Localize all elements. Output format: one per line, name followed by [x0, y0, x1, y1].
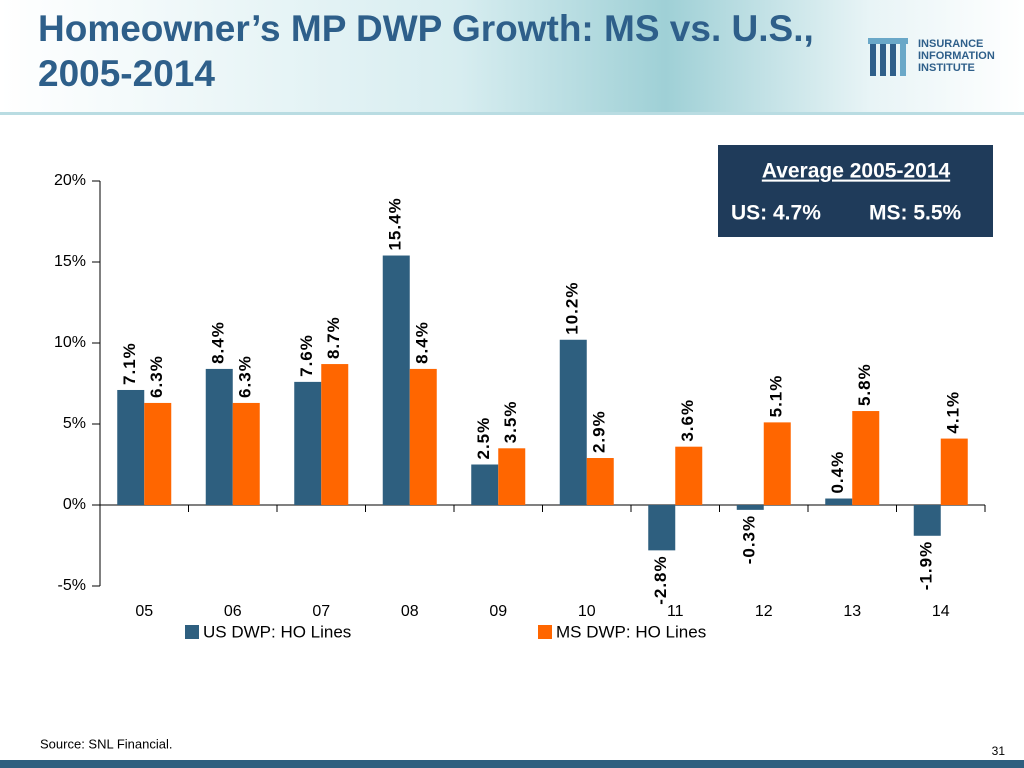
- bar: [232, 402, 260, 505]
- x-tick-label: 10: [578, 603, 596, 620]
- bottom-bar: [0, 760, 1024, 768]
- x-tick-label: 07: [312, 603, 330, 620]
- value-label: 2.9%: [590, 410, 609, 453]
- legend-label: MS DWP: HO Lines: [556, 622, 706, 641]
- x-tick-label: 05: [135, 603, 153, 620]
- bar: [586, 458, 614, 505]
- value-label: -2.8%: [651, 555, 670, 604]
- bar: [382, 255, 410, 505]
- bar: [117, 389, 145, 505]
- bar: [498, 448, 526, 505]
- x-tick-label: 08: [401, 603, 419, 620]
- average-us: US: 4.7%: [731, 202, 821, 225]
- bar: [559, 339, 587, 505]
- value-label: 0.4%: [828, 451, 847, 494]
- value-label: 3.5%: [501, 401, 520, 444]
- logo-text: INSURANCE INFORMATION INSTITUTE: [918, 38, 995, 74]
- x-tick-label: 14: [932, 603, 950, 620]
- bar: [144, 402, 172, 505]
- x-tick-label: 11: [667, 603, 684, 620]
- bar: [736, 505, 764, 510]
- bar: [825, 498, 853, 505]
- value-label: 6.3%: [236, 355, 255, 398]
- x-tick-label: 12: [755, 603, 773, 620]
- value-label: 10.2%: [563, 282, 582, 335]
- value-label: 8.4%: [413, 321, 432, 364]
- y-tick-label: 10%: [54, 334, 86, 351]
- bar: [321, 364, 349, 505]
- y-tick-label: 20%: [54, 172, 86, 189]
- value-label: 2.5%: [474, 417, 493, 460]
- bar: [648, 505, 676, 551]
- bar: [294, 381, 322, 505]
- source: Source: SNL Financial.: [40, 736, 172, 751]
- y-tick-label: 15%: [54, 253, 86, 270]
- bar: [471, 464, 499, 505]
- y-tick-label: -5%: [58, 577, 86, 594]
- legend-swatch: [185, 625, 199, 639]
- logo-mark: [868, 38, 908, 76]
- value-label: -1.9%: [917, 541, 936, 590]
- average-ms: MS: 5.5%: [869, 202, 962, 225]
- value-label: 7.1%: [120, 342, 139, 385]
- logo-line: INSTITUTE: [918, 62, 975, 74]
- bar: [852, 411, 880, 505]
- value-label: 15.4%: [386, 197, 405, 250]
- bar: [675, 446, 703, 505]
- value-label: 5.1%: [767, 375, 786, 418]
- bar: [763, 422, 791, 505]
- logo-line: INFORMATION: [918, 50, 995, 62]
- x-tick-label: 06: [224, 603, 242, 620]
- value-label: -0.3%: [740, 515, 759, 564]
- value-label: 8.7%: [324, 316, 343, 359]
- slide-title: Homeowner’s MP DWP Growth: MS vs. U.S., …: [38, 8, 814, 94]
- average-heading: Average 2005-2014: [762, 160, 951, 183]
- value-label: 8.4%: [209, 321, 228, 364]
- x-tick-label: 09: [489, 603, 507, 620]
- logo-line: INSURANCE: [918, 38, 984, 50]
- x-tick-label: 13: [843, 603, 861, 620]
- value-label: 7.6%: [297, 334, 316, 377]
- page-number: 31: [992, 744, 1006, 758]
- bar: [940, 438, 968, 505]
- legend-label: US DWP: HO Lines: [203, 622, 351, 641]
- bar: [205, 368, 233, 505]
- value-label: 5.8%: [855, 363, 874, 406]
- value-label: 3.6%: [678, 399, 697, 442]
- bar: [913, 505, 941, 536]
- y-tick-label: 5%: [63, 415, 86, 432]
- value-label: 4.1%: [944, 391, 963, 434]
- y-tick-label: 0%: [63, 496, 86, 513]
- average-box: [718, 145, 993, 237]
- bar: [409, 368, 437, 505]
- title-banner: [0, 0, 1024, 115]
- value-label: 6.3%: [147, 355, 166, 398]
- legend-swatch: [538, 625, 552, 639]
